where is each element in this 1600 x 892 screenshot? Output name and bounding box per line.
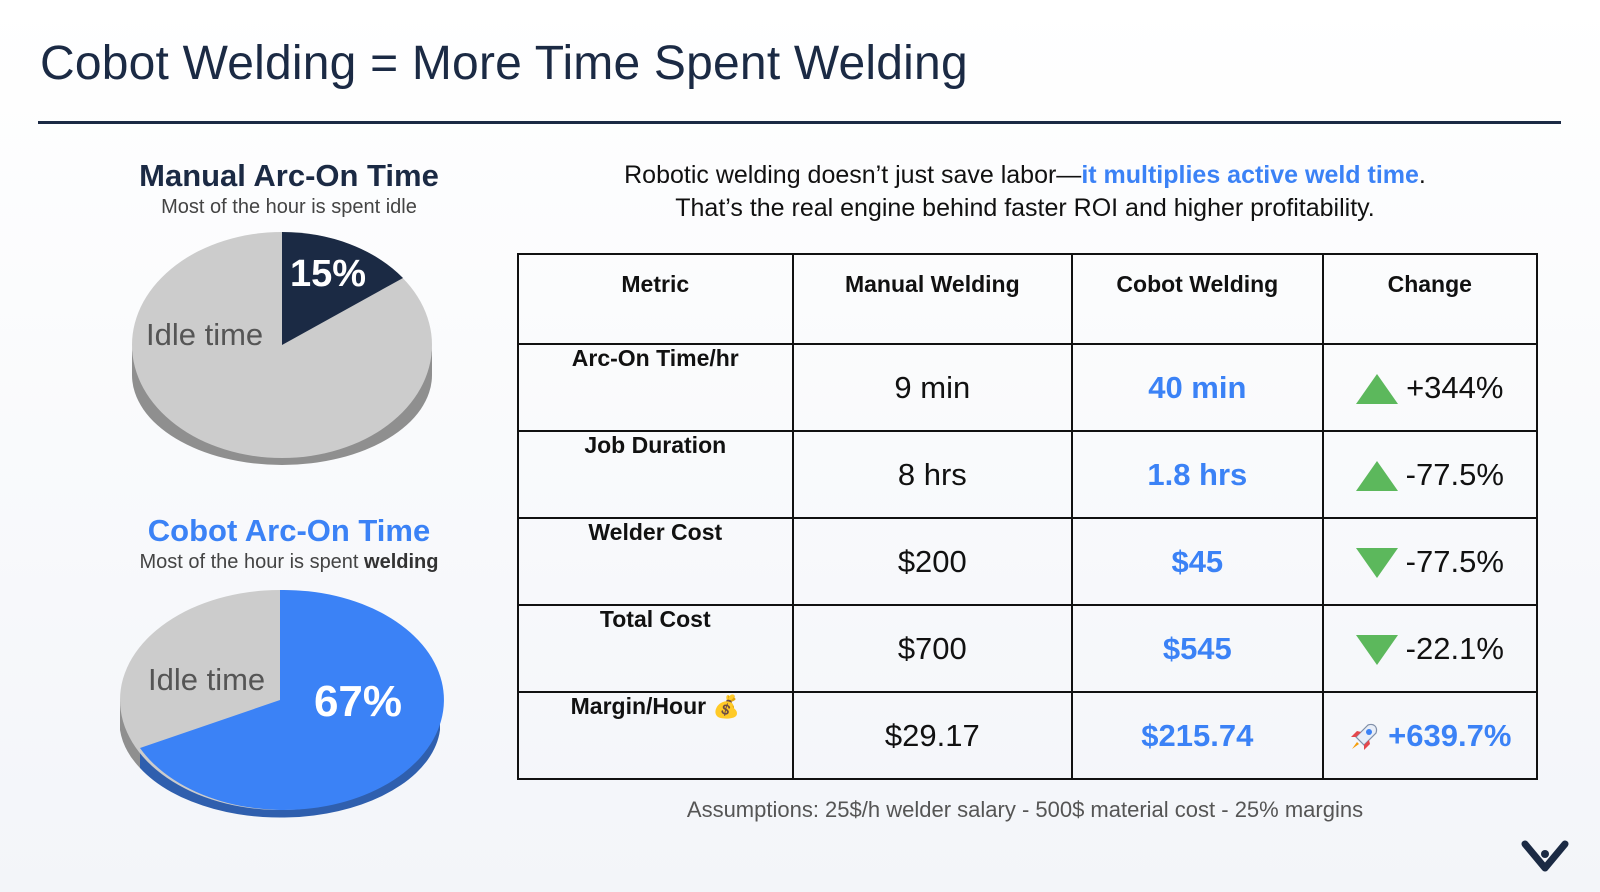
manual-value-cell: 9 min <box>791 343 1074 432</box>
intro-line-1-prefix: Robotic welding doesn’t just save labor— <box>624 161 1082 189</box>
metric-cell: Arc-On Time/hr <box>517 343 794 432</box>
metric-label: Margin/Hour <box>570 693 707 719</box>
manual-pie-heading: Manual Arc-On Time Most of the hour is s… <box>104 158 474 219</box>
intro-line-1-suffix: . <box>1418 161 1426 189</box>
cobot-pie-active-label: 67% <box>314 677 402 726</box>
header-manual: Manual Welding <box>791 253 1074 345</box>
cobot-pie-heading: Cobot Arc-On Time Most of the hour is sp… <box>104 513 474 574</box>
header-change: Change <box>1321 253 1539 345</box>
cobot-pie-subtitle-bold: welding <box>364 551 439 573</box>
manual-pie-active-slice <box>282 231 403 345</box>
cobot-value-cell: 40 min <box>1071 343 1324 432</box>
manual-pie-chart: 15% Idle time <box>132 231 432 465</box>
change-value: -77.5% <box>1405 456 1504 492</box>
table-row: Margin/Hour 💰 $29.17 $215.74 +639.7% <box>517 691 1539 780</box>
metric-cell: Total Cost <box>517 604 794 693</box>
manual-pie-active-label: 15% <box>290 253 366 295</box>
green-triangle-down-icon <box>1355 635 1398 666</box>
table-row: Welder Cost $200 $45 -77.5% <box>517 517 1539 606</box>
cobot-value-cell: $545 <box>1071 604 1324 693</box>
change-value: +344% <box>1406 369 1504 405</box>
manual-value-cell: $700 <box>791 604 1074 693</box>
title-divider <box>38 121 1561 124</box>
manual-pie-idle-label: Idle time <box>146 317 263 352</box>
intro-line-2: That’s the real engine behind faster ROI… <box>675 194 1375 222</box>
change-value: -77.5% <box>1405 543 1504 579</box>
change-cell: +344% <box>1321 343 1539 432</box>
cobot-pie-title: Cobot Arc-On Time <box>147 513 431 548</box>
change-value: +639.7% <box>1388 717 1512 753</box>
assumptions-footnote: Assumptions: 25$/h welder salary - 500$ … <box>686 797 1364 822</box>
cobot-pie-subtitle: Most of the hour is spent welding <box>104 551 474 574</box>
table-row: Job Duration 8 hrs 1.8 hrs -77.5% <box>517 430 1539 519</box>
header-metric: Metric <box>517 253 794 345</box>
metric-cell: Job Duration <box>517 430 794 519</box>
manual-pie-title: Manual Arc-On Time <box>139 158 439 193</box>
page-title: Cobot Welding = More Time Spent Welding <box>40 37 968 90</box>
cobot-pie-active-slice <box>140 589 444 810</box>
metric-cell: Welder Cost <box>517 517 794 606</box>
cobot-value-cell: 1.8 hrs <box>1071 430 1324 519</box>
cobot-pie-chart: 67% Idle time <box>120 589 444 818</box>
cobot-value-cell: $215.74 <box>1071 691 1324 780</box>
green-triangle-down-icon <box>1355 548 1398 579</box>
manual-value-cell: 8 hrs <box>791 430 1074 519</box>
intro-highlight: it multiplies active weld time <box>1081 161 1419 189</box>
manual-pie-subtitle: Most of the hour is spent idle <box>161 196 417 218</box>
money-bag-icon: 💰 <box>712 695 740 720</box>
cobot-pie-subtitle-text: Most of the hour is spent <box>139 551 365 573</box>
table-header-row: Metric Manual Welding Cobot Welding Chan… <box>517 253 1539 345</box>
intro-line-1: Robotic welding doesn’t just save labor—… <box>520 159 1530 192</box>
green-triangle-up-icon <box>1355 461 1398 492</box>
metrics-table: Metric Manual Welding Cobot Welding Chan… <box>517 253 1539 780</box>
table-row: Total Cost $700 $545 -22.1% <box>517 604 1539 693</box>
manual-value-cell: $200 <box>791 517 1074 606</box>
intro-text: Robotic welding doesn’t just save labor—… <box>520 159 1530 225</box>
chevron-check-logo-icon <box>1521 840 1569 872</box>
change-cell: -22.1% <box>1321 604 1539 693</box>
metric-cell: Margin/Hour 💰 <box>517 691 794 780</box>
cobot-value-cell: $45 <box>1071 517 1324 606</box>
change-cell: +639.7% <box>1321 691 1539 780</box>
header-cobot: Cobot Welding <box>1071 253 1324 345</box>
change-cell: -77.5% <box>1321 430 1539 519</box>
manual-value-cell: $29.17 <box>791 691 1074 780</box>
change-cell: -77.5% <box>1321 517 1539 606</box>
green-triangle-up-icon <box>1356 374 1399 405</box>
table-row: Arc-On Time/hr 9 min 40 min +344% <box>517 343 1539 432</box>
change-value: -22.1% <box>1405 630 1504 666</box>
rocket-icon <box>1351 724 1378 751</box>
cobot-pie-idle-label: Idle time <box>148 662 265 697</box>
